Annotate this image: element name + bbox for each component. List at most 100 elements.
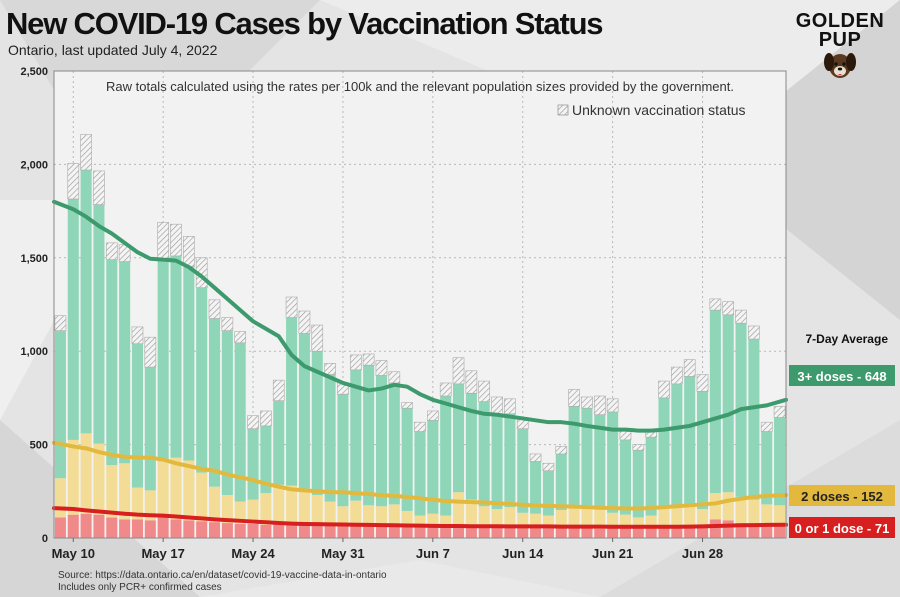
bar-unknown <box>773 406 786 418</box>
bar-unvax <box>761 524 773 538</box>
y-axis: 0 500 1,000 1,500 2,000 2,500 <box>20 66 48 545</box>
stacked-bars <box>54 134 786 538</box>
bar-boosted <box>709 310 721 494</box>
y-tick-label: 1,500 <box>20 253 48 265</box>
bar-boosted <box>722 314 734 493</box>
chart-title: New COVID-19 Cases by Vaccination Status <box>6 6 604 41</box>
bar-unknown <box>760 421 773 432</box>
bar-boosted <box>324 374 336 502</box>
bar-unknown <box>619 430 632 441</box>
bar-unvax <box>774 525 786 538</box>
bar-unknown <box>632 444 645 451</box>
bar-unknown <box>272 379 285 402</box>
bar-unknown <box>696 374 709 392</box>
bar-unvax <box>298 522 310 538</box>
bar-unvax <box>542 526 554 538</box>
bar-two-doses <box>465 499 477 526</box>
bar-two-doses <box>478 506 490 527</box>
bar-unvax <box>517 527 529 538</box>
bar-unvax <box>106 517 118 538</box>
avg-label: 3+ doses - 648 <box>797 369 886 384</box>
bar-boosted <box>517 428 529 513</box>
bar-unvax <box>286 523 298 538</box>
bar-unvax <box>273 523 285 538</box>
bar-unvax <box>157 517 169 538</box>
bar-unknown <box>362 353 375 366</box>
x-tick-label: May 31 <box>321 546 364 561</box>
bar-two-doses <box>247 499 259 524</box>
logo-line-2: PUP <box>818 29 862 51</box>
bar-two-doses <box>324 501 336 524</box>
bar-unvax <box>401 525 413 538</box>
bar-boosted <box>478 401 490 507</box>
bar-unknown <box>324 363 336 375</box>
bar-unknown <box>54 315 67 331</box>
bar-unknown <box>157 222 169 260</box>
bar-two-doses <box>298 488 310 523</box>
bar-boosted <box>54 330 66 479</box>
bar-boosted <box>453 383 465 493</box>
bar-two-doses <box>748 499 760 524</box>
bar-unknown <box>427 410 439 421</box>
bar-unvax <box>67 514 79 538</box>
bar-unknown <box>465 370 478 394</box>
bar-boosted <box>414 431 426 516</box>
bar-unknown <box>606 398 619 413</box>
bar-boosted <box>697 391 709 510</box>
bar-boosted <box>131 343 143 488</box>
avg-label: 2 doses - 152 <box>801 489 883 504</box>
bar-two-doses <box>504 507 516 528</box>
bar-two-doses <box>388 504 400 525</box>
bar-boosted <box>594 414 606 509</box>
bar-boosted <box>671 383 683 508</box>
bar-unknown <box>439 382 452 397</box>
plot-border <box>53 70 787 539</box>
x-tick-label: May 17 <box>141 546 184 561</box>
bar-boosted <box>388 382 400 505</box>
bar-two-doses <box>311 495 323 524</box>
bar-two-doses <box>761 504 773 525</box>
bar-two-doses <box>170 457 182 520</box>
bar-unknown <box>722 301 735 316</box>
bar-two-doses <box>363 505 375 526</box>
bar-two-doses <box>684 507 696 528</box>
bar-boosted <box>67 198 79 440</box>
bar-two-doses <box>517 512 529 528</box>
bar-boosted <box>645 437 657 516</box>
bar-unknown <box>131 326 144 345</box>
bar-unknown <box>80 134 92 171</box>
bar-two-doses <box>491 509 503 528</box>
bar-boosted <box>761 431 773 505</box>
bar-unvax <box>555 526 567 538</box>
x-tick-label: May 10 <box>52 546 95 561</box>
bar-two-doses <box>607 512 619 528</box>
bar-unvax <box>54 517 66 538</box>
bar-boosted <box>144 367 156 491</box>
bar-two-doses <box>735 496 747 524</box>
bar-boosted <box>350 369 362 501</box>
bar-unvax <box>93 514 105 538</box>
bar-unvax <box>684 527 696 538</box>
bar-two-doses <box>427 513 439 527</box>
bar-boosted <box>234 342 246 502</box>
legend-label-unknown: Unknown vaccination status <box>572 102 746 118</box>
bar-unvax <box>221 523 233 538</box>
bar-two-doses <box>774 505 786 526</box>
chart-subtitle: Ontario, last updated July 4, 2022 <box>8 42 218 58</box>
bar-unknown <box>414 421 426 432</box>
bar-boosted <box>748 339 760 500</box>
bar-unvax <box>722 520 734 538</box>
bar-unknown <box>234 331 247 344</box>
bar-unknown <box>529 453 542 462</box>
bar-unvax <box>697 525 709 538</box>
bar-boosted <box>80 170 92 434</box>
bar-unknown <box>401 402 413 409</box>
bar-unvax <box>337 524 349 538</box>
bar-unknown <box>260 410 272 427</box>
bar-unvax <box>632 526 644 538</box>
bar-boosted <box>530 461 542 514</box>
bar-two-doses <box>260 493 272 525</box>
bar-unvax <box>453 525 465 538</box>
avg-label: 0 or 1 dose - 71 <box>795 521 890 536</box>
bar-two-doses <box>440 515 452 527</box>
